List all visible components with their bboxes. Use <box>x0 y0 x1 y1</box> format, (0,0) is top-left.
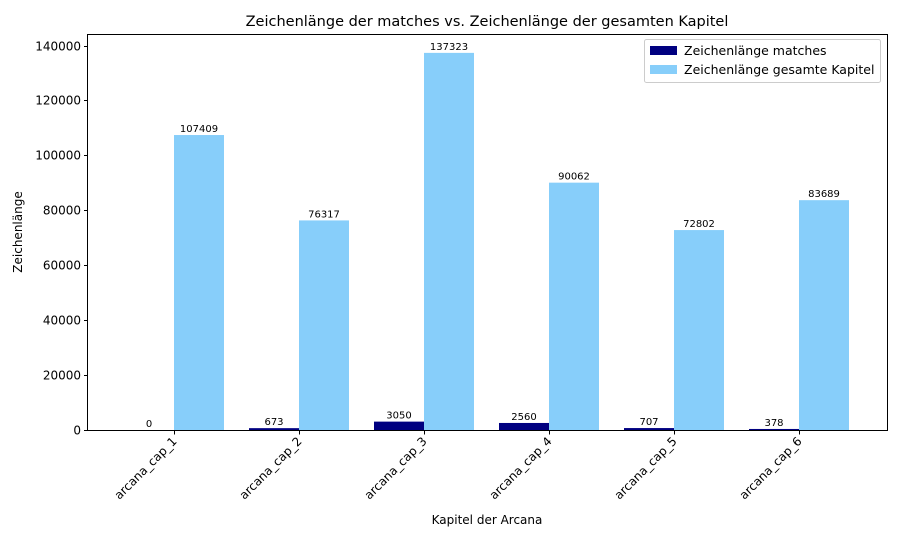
bars-layer <box>174 52 849 431</box>
legend-label-series-1: Zeichenlänge matches <box>684 43 827 58</box>
legend: Zeichenlänge matches Zeichenlänge gesamte… <box>644 39 881 83</box>
legend-swatch-series-1 <box>650 46 677 55</box>
bar-series-1-arcana_cap_3 <box>374 421 424 430</box>
y-tick-label: 140000 <box>35 40 81 54</box>
legend-box <box>644 39 881 83</box>
data-label-series-2-arcana_cap_2: 76317 <box>308 209 340 220</box>
y-tick-label: 100000 <box>35 149 81 163</box>
bar-series-2-arcana_cap_5 <box>674 230 724 430</box>
data-label-series-2-arcana_cap_5: 72802 <box>683 219 715 230</box>
bar-series-1-arcana_cap_2 <box>249 428 299 430</box>
y-axis-label: Zeichenlänge <box>11 191 25 272</box>
legend-label-series-2: Zeichenlänge gesamte Kapitel <box>684 62 874 77</box>
data-label-series-1-arcana_cap_4: 2560 <box>511 412 536 423</box>
bar-series-1-arcana_cap_6 <box>749 428 799 430</box>
data-label-series-2-arcana_cap_1: 107409 <box>180 124 218 135</box>
bar-series-2-arcana_cap_1 <box>174 135 224 430</box>
y-tick-label: 120000 <box>35 94 81 108</box>
data-label-series-1-arcana_cap_6: 378 <box>764 418 783 429</box>
data-label-series-1-arcana_cap_3: 3050 <box>386 411 411 422</box>
data-labels-layer: 0 673 3050 2560 707 378 107409 76317 137323 90062… <box>146 42 840 430</box>
y-tick-label: 20000 <box>43 369 81 383</box>
y-tick-label: 40000 <box>43 314 81 328</box>
x-axis-label: Kapitel der Arcana <box>432 513 543 527</box>
data-label-series-2-arcana_cap_6: 83689 <box>808 189 840 200</box>
bar-series-2-arcana_cap_6 <box>799 200 849 430</box>
data-label-series-2-arcana_cap_4: 90062 <box>558 172 590 183</box>
y-tick-label: 80000 <box>43 204 81 218</box>
chart-title: Zeichenlänge der matches vs. Zeichenläng… <box>246 14 729 30</box>
legend-swatch-series-2 <box>650 65 677 74</box>
bar-series-2-arcana_cap_4 <box>549 182 599 430</box>
bar-series-1-arcana_cap_4 <box>499 422 549 430</box>
bar-series-2-arcana_cap_2 <box>299 220 349 430</box>
y-tick-label: 0 <box>73 424 81 438</box>
data-label-series-1-arcana_cap_2: 673 <box>264 417 283 428</box>
bar-series-2-arcana_cap_3 <box>424 52 474 431</box>
data-label-series-2-arcana_cap_3: 137323 <box>430 42 468 53</box>
data-label-series-1-arcana_cap_1: 0 <box>146 419 152 430</box>
data-label-series-1-arcana_cap_5: 707 <box>639 417 658 428</box>
y-tick-label: 60000 <box>43 259 81 273</box>
bar-series-1-arcana_cap_5 <box>624 428 674 430</box>
plot-area-frame <box>87 34 888 431</box>
y-axis: 0 20000 40000 60000 80000 100000 120000 140000 <box>35 40 88 438</box>
